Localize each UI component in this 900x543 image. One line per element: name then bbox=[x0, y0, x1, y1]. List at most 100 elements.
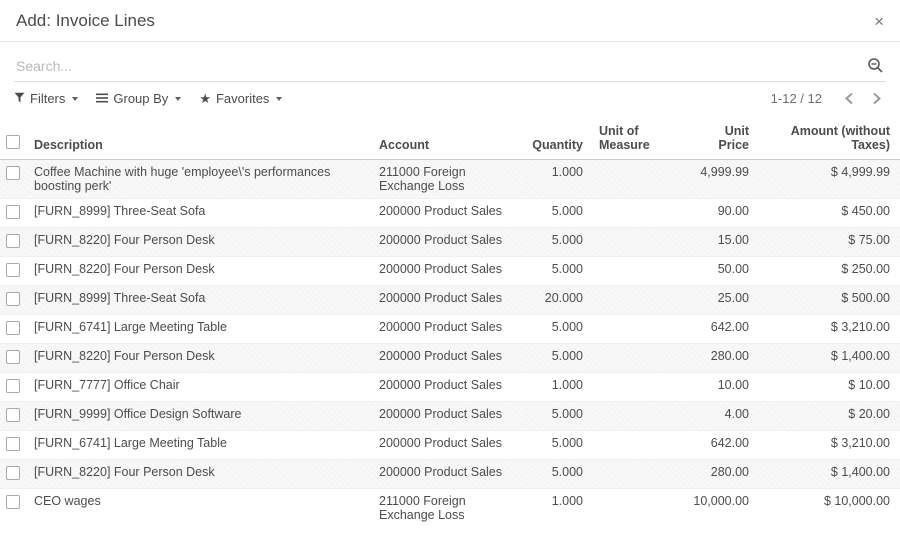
cell-amount: $ 20.00 bbox=[753, 401, 900, 431]
cell-uom bbox=[587, 488, 665, 527]
cell-description: [FURN_8220] Four Person Desk bbox=[30, 343, 375, 373]
row-checkbox[interactable] bbox=[6, 350, 20, 364]
column-header-uom[interactable]: Unit of Measure bbox=[587, 120, 665, 160]
dialog-header: Add: Invoice Lines × bbox=[0, 0, 900, 42]
cell-account: 200000 Product Sales bbox=[375, 198, 525, 228]
cell-description: [FURN_8220] Four Person Desk bbox=[30, 256, 375, 286]
cell-unit-price: 10.00 bbox=[665, 372, 753, 402]
search-icon[interactable] bbox=[867, 57, 884, 77]
cell-uom bbox=[587, 430, 665, 460]
cell-unit-price: 280.00 bbox=[665, 343, 753, 373]
table-row[interactable]: [FURN_8999] Three-Seat Sofa 200000 Produ… bbox=[0, 285, 900, 315]
cell-quantity: 20.000 bbox=[525, 285, 587, 315]
table-row[interactable]: [FURN_9999] Office Design Software 20000… bbox=[0, 401, 900, 431]
cell-quantity: 5.000 bbox=[525, 343, 587, 373]
cell-account: 200000 Product Sales bbox=[375, 227, 525, 257]
pager-next-button[interactable] bbox=[870, 90, 884, 107]
cell-unit-price: 15.00 bbox=[665, 227, 753, 257]
cell-account: 200000 Product Sales bbox=[375, 430, 525, 460]
row-checkbox[interactable] bbox=[6, 466, 20, 480]
cell-quantity: 5.000 bbox=[525, 459, 587, 489]
cell-account: 200000 Product Sales bbox=[375, 372, 525, 402]
group-by-label: Group By bbox=[113, 91, 169, 106]
column-header-description[interactable]: Description bbox=[30, 120, 375, 160]
chevron-down-icon bbox=[72, 96, 79, 101]
cell-quantity: 1.000 bbox=[525, 488, 587, 527]
filters-dropdown[interactable]: Filters bbox=[14, 89, 79, 108]
filters-label: Filters bbox=[30, 91, 66, 106]
column-header-account[interactable]: Account bbox=[375, 120, 525, 160]
column-header-amount[interactable]: Amount (without Taxes) bbox=[753, 120, 900, 160]
table-row[interactable]: [FURN_8999] Three-Seat Sofa 200000 Produ… bbox=[0, 198, 900, 228]
table-row[interactable]: Coffee Machine with huge 'employee\'s pe… bbox=[0, 159, 900, 199]
cell-unit-price: 25.00 bbox=[665, 285, 753, 315]
favorites-dropdown[interactable]: ★ Favorites bbox=[199, 89, 283, 108]
row-checkbox[interactable] bbox=[6, 408, 20, 422]
chevron-down-icon bbox=[175, 96, 182, 101]
table-row[interactable]: [FURN_6741] Large Meeting Table 200000 P… bbox=[0, 314, 900, 344]
close-icon[interactable]: × bbox=[874, 11, 884, 31]
cell-uom bbox=[587, 401, 665, 431]
group-by-dropdown[interactable]: Group By bbox=[96, 89, 182, 108]
cell-description: Coffee Machine with huge 'employee\'s pe… bbox=[30, 159, 375, 199]
cell-quantity: 5.000 bbox=[525, 430, 587, 460]
row-checkbox[interactable] bbox=[6, 205, 20, 219]
cell-account: 200000 Product Sales bbox=[375, 285, 525, 315]
cell-amount: $ 450.00 bbox=[753, 198, 900, 228]
cell-uom bbox=[587, 343, 665, 373]
cell-unit-price: 280.00 bbox=[665, 459, 753, 489]
table-row[interactable]: [FURN_8220] Four Person Desk 200000 Prod… bbox=[0, 459, 900, 489]
cell-description: [FURN_8999] Three-Seat Sofa bbox=[30, 285, 375, 315]
cell-quantity: 5.000 bbox=[525, 314, 587, 344]
row-checkbox[interactable] bbox=[6, 321, 20, 335]
search-input[interactable] bbox=[14, 52, 886, 82]
row-checkbox[interactable] bbox=[6, 166, 20, 180]
chevron-down-icon bbox=[276, 96, 283, 101]
cell-unit-price: 10,000.00 bbox=[665, 488, 753, 527]
row-checkbox[interactable] bbox=[6, 234, 20, 248]
cell-account: 211000 Foreign Exchange Loss bbox=[375, 488, 525, 527]
pager-range: 1-12 / 12 bbox=[770, 91, 822, 106]
cell-account: 200000 Product Sales bbox=[375, 343, 525, 373]
column-header-quantity[interactable]: Quantity bbox=[525, 120, 587, 160]
cell-unit-price: 4.00 bbox=[665, 401, 753, 431]
select-all-checkbox[interactable] bbox=[6, 135, 20, 149]
cell-uom bbox=[587, 159, 665, 199]
row-checkbox[interactable] bbox=[6, 263, 20, 277]
cell-account: 200000 Product Sales bbox=[375, 459, 525, 489]
row-checkbox[interactable] bbox=[6, 437, 20, 451]
column-header-unit-price[interactable]: Unit Price bbox=[665, 120, 753, 160]
cell-description: [FURN_7777] Office Chair bbox=[30, 372, 375, 402]
cell-quantity: 5.000 bbox=[525, 198, 587, 228]
cell-quantity: 1.000 bbox=[525, 159, 587, 199]
pager: 1-12 / 12 bbox=[771, 90, 884, 107]
cell-amount: $ 3,210.00 bbox=[753, 314, 900, 344]
row-checkbox[interactable] bbox=[6, 292, 20, 306]
invoice-lines-table: Description Account Quantity Unit of Mea… bbox=[0, 120, 900, 527]
table-row[interactable]: [FURN_8220] Four Person Desk 200000 Prod… bbox=[0, 256, 900, 286]
cell-unit-price: 90.00 bbox=[665, 198, 753, 228]
cell-uom bbox=[587, 459, 665, 489]
table-row[interactable]: CEO wages 211000 Foreign Exchange Loss 1… bbox=[0, 488, 900, 527]
table-row[interactable]: [FURN_8220] Four Person Desk 200000 Prod… bbox=[0, 227, 900, 257]
cell-description: [FURN_9999] Office Design Software bbox=[30, 401, 375, 431]
cell-description: [FURN_8220] Four Person Desk bbox=[30, 227, 375, 257]
favorites-label: Favorites bbox=[215, 91, 270, 106]
cell-quantity: 5.000 bbox=[525, 227, 587, 257]
search-bar bbox=[14, 52, 886, 82]
cell-uom bbox=[587, 198, 665, 228]
table-row[interactable]: [FURN_6741] Large Meeting Table 200000 P… bbox=[0, 430, 900, 460]
row-checkbox[interactable] bbox=[6, 379, 20, 393]
cell-amount: $ 1,400.00 bbox=[753, 343, 900, 373]
cell-amount: $ 10,000.00 bbox=[753, 488, 900, 527]
pager-previous-button[interactable] bbox=[842, 90, 856, 107]
table-row[interactable]: [FURN_8220] Four Person Desk 200000 Prod… bbox=[0, 343, 900, 373]
table-row[interactable]: [FURN_7777] Office Chair 200000 Product … bbox=[0, 372, 900, 402]
cell-amount: $ 1,400.00 bbox=[753, 459, 900, 489]
cell-uom bbox=[587, 285, 665, 315]
cell-amount: $ 3,210.00 bbox=[753, 430, 900, 460]
dialog-title: Add: Invoice Lines bbox=[16, 11, 155, 30]
cell-amount: $ 500.00 bbox=[753, 285, 900, 315]
cell-uom bbox=[587, 372, 665, 402]
row-checkbox[interactable] bbox=[6, 495, 20, 509]
